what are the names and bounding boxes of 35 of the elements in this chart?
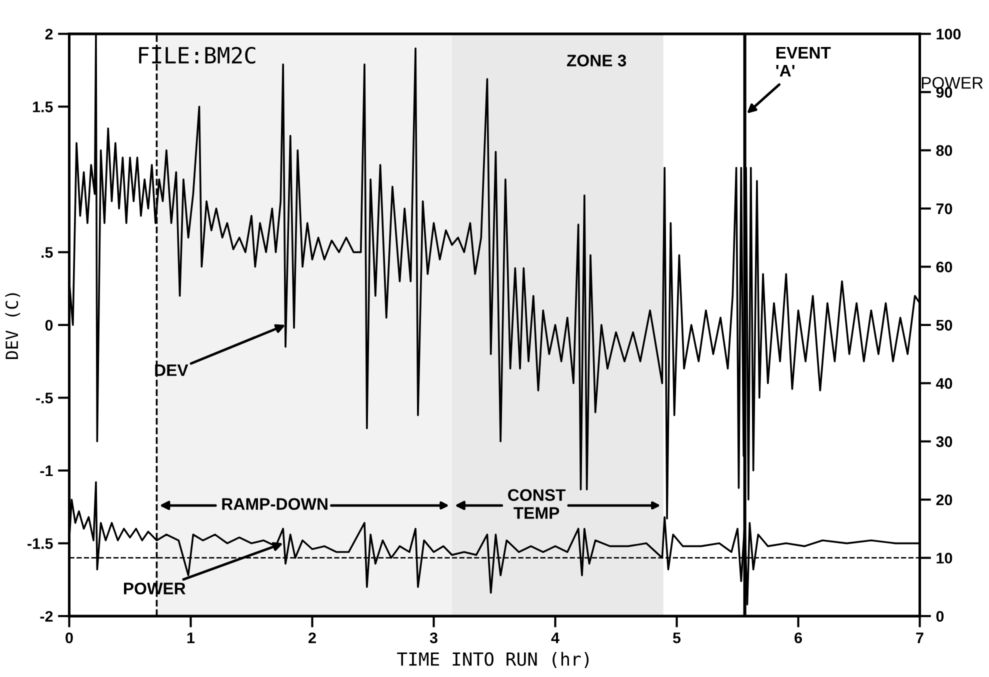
x-tick-label: 5 (672, 632, 681, 644)
x-tick-label: 2 (308, 632, 316, 644)
y-tick-label: 1.5 (32, 102, 53, 112)
y-tick-label: -2 (40, 610, 53, 622)
y2-tick-label: 50 (936, 320, 952, 331)
y2-tick-label: 60 (936, 262, 952, 272)
y2-tick-label: 100 (936, 28, 961, 40)
y2-tick-label: 20 (936, 494, 952, 506)
y2-axis-title: POWER (922, 76, 983, 89)
chart-title: FILE:BM2C (139, 46, 256, 64)
y2-tick-label: 10 (936, 552, 952, 564)
band-label: CONST TEMP (508, 489, 566, 519)
x-tick-label: 1 (187, 632, 195, 644)
x-tick-label: 7 (916, 632, 924, 644)
y-tick-label: 0 (45, 320, 53, 331)
y2-tick-label: 0 (936, 610, 944, 622)
x-tick-label: 3 (430, 632, 438, 644)
x-tick-label: 0 (66, 632, 73, 644)
y2-tick-label: 40 (936, 378, 952, 389)
y-tick-label: 2 (45, 28, 53, 40)
ref-line-label: EVENT 'A' (776, 47, 831, 76)
y2-tick-label: 80 (936, 145, 952, 156)
y-tick-label: -.5 (36, 392, 53, 404)
y-tick-label: .5 (42, 247, 53, 258)
y-axis-title: DEV (C) (5, 293, 20, 359)
y2-tick-label: 70 (936, 203, 952, 214)
band-label: RAMP-DOWN (222, 498, 328, 510)
x-tick-label: 4 (551, 632, 560, 644)
x-axis-title: TIME INTO RUN (hr) (397, 652, 589, 668)
y-tick-label: -1 (40, 466, 53, 476)
x-tick-label: 6 (794, 632, 802, 644)
y2-tick-label: 30 (936, 436, 952, 448)
annotation: POWER (124, 582, 186, 594)
annotation: ZONE 3 (566, 54, 626, 66)
y-tick-label: -1.5 (28, 538, 53, 549)
